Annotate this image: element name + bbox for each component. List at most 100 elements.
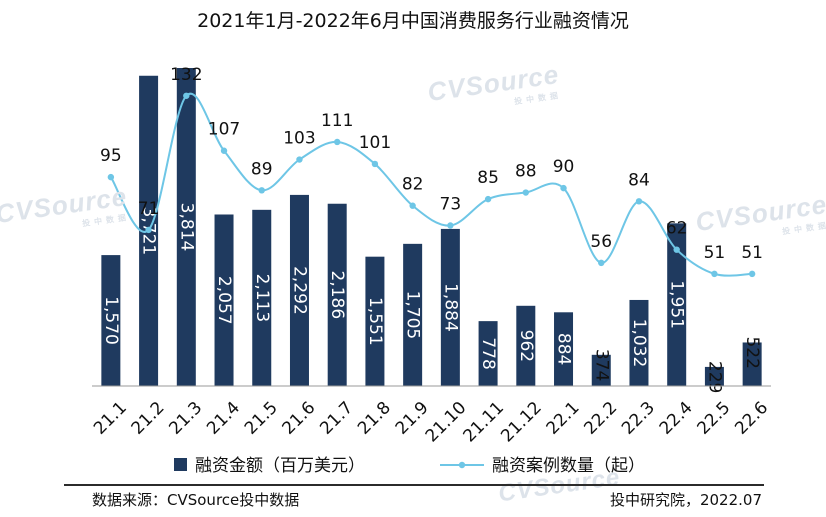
line-value-label: 73 — [440, 195, 462, 215]
line-point — [258, 187, 265, 194]
x-tick-label: 21.11 — [460, 398, 509, 447]
line-value-label: 85 — [477, 168, 499, 188]
legend: 融资金额（百万美元） 融资案例数量（起） — [174, 456, 645, 476]
bar — [176, 68, 196, 386]
x-tick-label: 21.1 — [90, 398, 131, 439]
bar-value-labels: 1,5703,7213,8142,0572,1132,2922,1861,551… — [101, 203, 762, 394]
legend-swatch-bar — [174, 458, 187, 471]
line-point — [107, 173, 115, 181]
bar-value-label: 1,551 — [365, 297, 385, 346]
source-note: 数据来源：CVSource投中数据 — [92, 491, 300, 509]
bar — [591, 354, 611, 386]
line-value-label: 71 — [138, 199, 160, 219]
line-value-label: 103 — [283, 129, 315, 149]
line-value-label: 62 — [666, 219, 688, 239]
x-tick-label: 21.2 — [128, 398, 169, 439]
line-value-label: 95 — [100, 146, 122, 166]
line-value-label: 107 — [208, 120, 240, 140]
line-point — [598, 259, 605, 267]
bar — [365, 256, 385, 386]
x-tick-labels: 21.121.221.321.421.521.621.721.821.921.1… — [90, 398, 772, 447]
bar — [516, 305, 536, 386]
legend-marker-line — [458, 461, 466, 469]
line-point — [296, 156, 303, 163]
line-point — [711, 270, 718, 278]
x-tick-label: 21.12 — [497, 398, 546, 447]
line-value-label: 51 — [704, 243, 726, 263]
bar-value-label: 778 — [478, 337, 498, 369]
line-point — [522, 189, 530, 196]
line-value-label: 90 — [553, 157, 575, 177]
x-tick-label: 21.3 — [165, 398, 206, 439]
bar — [554, 312, 574, 386]
bar-value-label: 3,814 — [176, 203, 196, 252]
bar — [742, 342, 762, 386]
line-value-label: 51 — [741, 243, 763, 263]
line-point — [484, 195, 492, 203]
line-value-label: 84 — [628, 170, 650, 190]
x-tick-label: 22.6 — [731, 398, 772, 439]
x-tick-label: 22.1 — [543, 398, 584, 439]
bar — [667, 223, 687, 386]
line-point — [333, 138, 341, 146]
x-tick-label: 21.4 — [203, 398, 244, 439]
x-tick-label: 21.5 — [241, 398, 282, 439]
line-value-labels: 95 71 132 107 89 103 111 101 82 73 85 88 90 56 84 62 51 5… — [100, 65, 763, 263]
bar-series — [101, 68, 762, 386]
x-tick-label: 21.7 — [316, 398, 357, 439]
line-point — [371, 160, 379, 168]
line-point — [220, 147, 228, 154]
bar-value-label: 1,570 — [101, 296, 121, 345]
chart-title: 2021年1月-2022年6月中国消费服务行业融资情况 — [197, 10, 629, 32]
bar-value-label: 2,292 — [289, 266, 309, 315]
line-point — [183, 92, 190, 99]
line-series — [107, 92, 756, 278]
x-tick-label: 22.4 — [656, 398, 697, 439]
line-point — [145, 226, 152, 234]
bar-value-label: 229 — [704, 361, 724, 393]
footer-divider — [64, 484, 764, 486]
bar-value-label: 884 — [554, 333, 574, 365]
line-value-label: 56 — [590, 232, 612, 252]
line-value-label: 89 — [251, 159, 273, 179]
line-value-label: 82 — [402, 175, 424, 195]
line-point — [560, 184, 567, 192]
x-tick-label: 22.2 — [580, 398, 621, 439]
legend-label-bar: 融资金额（百万美元） — [195, 456, 365, 476]
bar-value-label: 2,057 — [214, 276, 234, 325]
bar-value-label: 522 — [742, 336, 762, 368]
line-point — [447, 222, 454, 229]
line-point — [409, 202, 416, 209]
bar-value-label: 1,032 — [629, 319, 649, 368]
line-value-label: 111 — [321, 111, 353, 131]
bar-value-label: 962 — [516, 330, 536, 362]
x-tick-label: 22.3 — [618, 398, 659, 439]
x-tick-label: 22.5 — [694, 398, 735, 439]
bar-value-label: 2,186 — [327, 271, 347, 320]
bar — [704, 366, 724, 386]
credit-note: 投中研究院，2022.07 — [609, 491, 762, 509]
x-tick-label: 21.10 — [422, 398, 471, 447]
bar — [289, 194, 309, 386]
bar-value-label: 1,951 — [667, 280, 687, 329]
line-point — [673, 246, 680, 253]
bar — [327, 203, 347, 386]
bar — [440, 228, 460, 386]
bar-value-label: 2,113 — [252, 274, 272, 323]
x-tick-label: 21.8 — [354, 398, 395, 439]
x-tick-label: 21.6 — [279, 398, 320, 439]
bar-value-label: 1,705 — [403, 291, 423, 340]
bar — [403, 243, 423, 386]
legend-label-line: 融资案例数量（起） — [492, 456, 645, 476]
bar — [252, 209, 272, 386]
bar-value-label: 1,884 — [440, 283, 460, 332]
line-point — [635, 198, 643, 205]
line-point — [748, 270, 756, 278]
line-value-label: 88 — [515, 162, 537, 182]
bar — [629, 299, 649, 386]
bar — [214, 214, 234, 386]
line-value-label: 132 — [170, 65, 202, 85]
bar-value-label: 374 — [591, 349, 611, 381]
bar — [478, 321, 498, 386]
